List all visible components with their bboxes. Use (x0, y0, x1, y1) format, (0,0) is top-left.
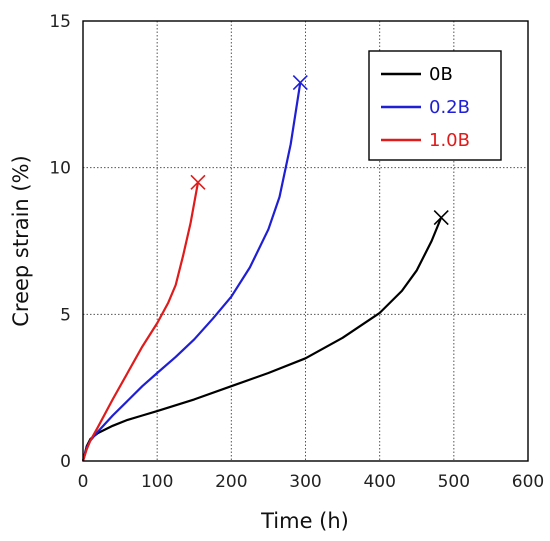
plot-frame (82, 20, 529, 462)
x-tick-label: 100 (141, 472, 173, 492)
series-line-0B (81, 217, 443, 462)
legend-label: 1.0B (429, 130, 470, 151)
end-marker-0B (433, 209, 449, 226)
x-tick-label: 300 (289, 472, 321, 492)
series-line-0-2B (81, 82, 302, 462)
x-axis-label: Time (h) (260, 509, 349, 533)
x-tick-label: 400 (363, 472, 395, 492)
y-tick-label: 10 (49, 159, 71, 179)
grid-lines (83, 21, 528, 461)
y-axis-label: Creep strain (%) (9, 155, 33, 327)
end-marker-1-0B (190, 174, 206, 190)
x-tick-label: 0 (78, 472, 89, 492)
y-tick-label: 5 (60, 305, 71, 325)
x-tick-label: 600 (512, 472, 544, 492)
y-tick-label: 15 (49, 12, 71, 32)
x-tick-labels: 0 100 200 300 400 500 600 (78, 472, 545, 492)
legend-label: 0.2B (429, 97, 470, 118)
x-tick-label: 200 (215, 472, 247, 492)
legend: 0B 0.2B 1.0B (368, 50, 502, 161)
series-lines (81, 82, 443, 462)
x-tick-label: 500 (438, 472, 470, 492)
y-tick-label: 0 (60, 452, 71, 472)
end-marker-0-2B (292, 75, 308, 91)
y-tick-labels: 0 5 10 15 (49, 12, 71, 472)
legend-label: 0B (429, 64, 453, 85)
series-end-markers (190, 75, 449, 226)
legend-box (368, 50, 502, 161)
series-line-1-0B (81, 182, 200, 462)
